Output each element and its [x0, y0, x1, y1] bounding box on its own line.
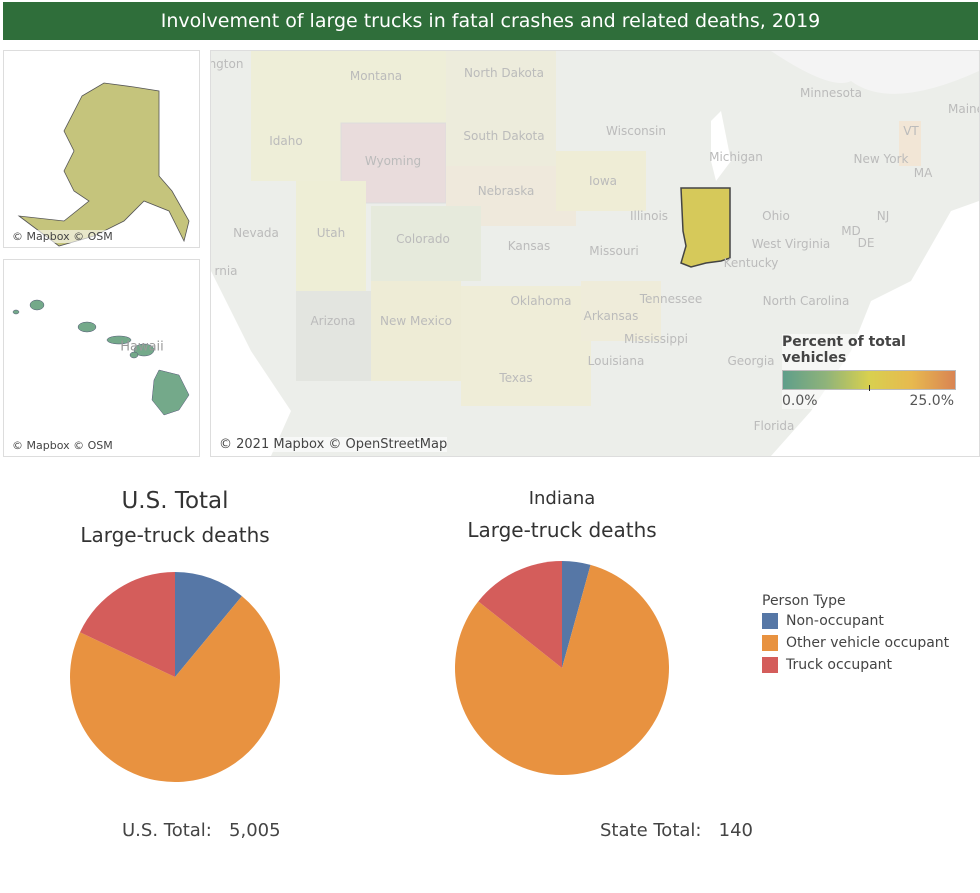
us-total-label: U.S. Total: — [122, 820, 212, 841]
legend-label: Truck occupant — [786, 657, 893, 673]
hawaii-label: Hawaii — [120, 339, 164, 355]
state-label: Arkansas — [583, 309, 639, 323]
dashboard-title: Involvement of large trucks in fatal cra… — [3, 2, 978, 40]
us-total: U.S. Total: 5,005 — [122, 820, 281, 841]
state-label: North Dakota — [464, 66, 544, 80]
state-pie-subtitle: Large-truck deaths — [467, 518, 657, 542]
state-label: Montana — [349, 69, 403, 83]
state-label: West Virginia — [751, 237, 831, 251]
state-label: Wyoming — [364, 154, 422, 168]
state-total: State Total: 140 — [600, 820, 753, 841]
us-pie-title: U.S. Total — [121, 488, 229, 514]
state-pie-title: Indiana — [528, 488, 596, 509]
state-label: VT — [903, 124, 919, 138]
us-pie-slice-truck-occupant[interactable] — [79, 572, 175, 677]
state-label: Michigan — [709, 150, 763, 164]
state-label: Maine — [947, 102, 979, 116]
state-label: Kansas — [507, 239, 551, 253]
legend-swatch — [762, 635, 778, 651]
legend-title: Person Type — [762, 593, 846, 609]
state-label: North Carolina — [762, 294, 850, 308]
state-label: Idaho — [269, 134, 303, 148]
state-label: Louisiana — [587, 354, 645, 368]
state-label: Florida — [753, 419, 795, 433]
state-label: Tennessee — [639, 292, 703, 306]
state-label: Mississippi — [624, 332, 688, 346]
hawaii-credit: © Mapbox © OSM — [12, 439, 113, 452]
state-pie-slice-other-vehicle-occupant[interactable] — [454, 564, 669, 775]
color-scale-legend: Percent of total vehicles 0.0% 25.0% — [782, 334, 964, 409]
state-label: Oklahoma — [510, 294, 572, 308]
state-label: New York — [853, 152, 909, 166]
state-label: Kentucky — [723, 256, 779, 270]
main-map-credit: © 2021 Mapbox © OpenStreetMap — [219, 437, 448, 452]
alaska-map[interactable]: © Mapbox © OSM — [3, 50, 200, 248]
alaska-shape — [17, 82, 190, 247]
legend-item-non-occupant[interactable]: Non-occupant — [762, 613, 949, 629]
alaska-credit: © Mapbox © OSM — [12, 230, 113, 243]
person-type-legend: Person Type Non-occupant Other vehicle o… — [762, 593, 949, 679]
indiana-state[interactable] — [680, 187, 731, 268]
state-label: Illinois — [629, 209, 669, 223]
state-label: MD — [841, 224, 861, 238]
state-total-label: State Total: — [600, 820, 702, 841]
state-label: NJ — [876, 209, 890, 223]
hawaii-shape — [12, 299, 190, 416]
state-label: Arizona — [310, 314, 356, 328]
state-label: Minnesota — [800, 86, 862, 100]
color-scale-max: 25.0% — [909, 393, 954, 409]
state-label: rnia — [214, 264, 238, 278]
state-label: South Dakota — [463, 129, 545, 143]
us-total-value: 5,005 — [229, 820, 281, 841]
legend-swatch — [762, 657, 778, 673]
us-pie-slice-other-vehicle-occupant[interactable] — [69, 596, 280, 782]
state-label: ngton — [210, 57, 244, 71]
state-label: Nebraska — [477, 184, 535, 198]
state-label: Wisconsin — [606, 124, 666, 138]
color-scale-min: 0.0% — [782, 393, 818, 409]
legend-item-truck-occupant[interactable]: Truck occupant — [762, 657, 949, 673]
state-label: Colorado — [396, 232, 450, 246]
legend-item-other-vehicle-occupant[interactable]: Other vehicle occupant — [762, 635, 949, 651]
state-total-value: 140 — [718, 820, 754, 841]
state-label: DE — [857, 236, 875, 250]
us-pie-slice-non-occupant[interactable] — [175, 572, 242, 677]
state-label: Nevada — [233, 226, 279, 240]
state-label: Texas — [499, 371, 533, 385]
state-label: New Mexico — [380, 314, 452, 328]
state-label: MA — [913, 166, 933, 180]
legend-swatch — [762, 613, 778, 629]
state-label: Utah — [316, 226, 346, 240]
legend-label: Non-occupant — [786, 613, 884, 629]
state-label: Iowa — [588, 174, 618, 188]
legend-label: Other vehicle occupant — [786, 635, 950, 651]
state-label: Missouri — [589, 244, 639, 258]
color-scale-bar — [782, 370, 956, 391]
state-pie-slice-truck-occupant[interactable] — [478, 561, 562, 668]
indiana-value-marker — [869, 385, 870, 391]
color-scale-title: Percent of total vehicles — [782, 334, 906, 366]
state-label: Ohio — [762, 209, 790, 223]
state-pie-slice-non-occupant[interactable] — [562, 561, 591, 668]
us-pie-subtitle: Large-truck deaths — [80, 523, 270, 547]
state-label: Georgia — [727, 354, 775, 368]
hawaii-map[interactable]: Hawaii © Mapbox © OSM — [3, 259, 200, 457]
